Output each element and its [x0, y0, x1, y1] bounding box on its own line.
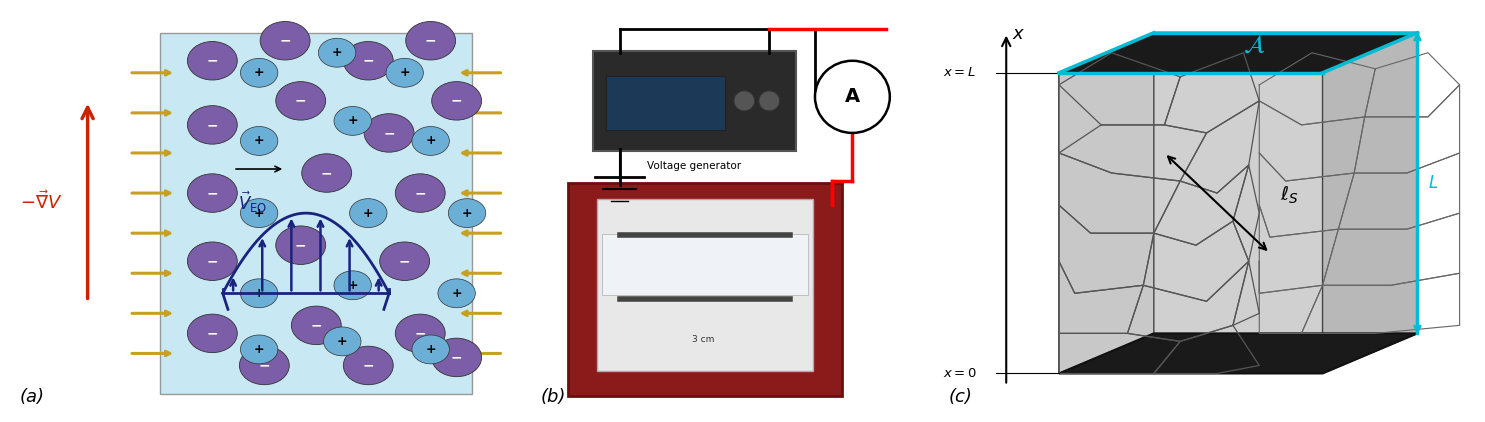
Text: +: +: [254, 287, 264, 300]
Circle shape: [395, 174, 446, 212]
FancyBboxPatch shape: [593, 51, 796, 151]
Circle shape: [734, 91, 754, 111]
Text: (c): (c): [949, 387, 973, 406]
Circle shape: [318, 38, 356, 67]
Circle shape: [334, 271, 371, 300]
Polygon shape: [1059, 333, 1418, 373]
Circle shape: [380, 242, 429, 281]
Circle shape: [291, 306, 342, 345]
Text: +: +: [254, 135, 264, 147]
Text: −: −: [206, 186, 218, 200]
Text: −: −: [206, 118, 218, 132]
Text: −: −: [296, 94, 306, 108]
Circle shape: [241, 127, 278, 155]
Text: −: −: [451, 94, 462, 108]
Text: −: −: [362, 358, 374, 373]
Text: −: −: [310, 318, 322, 333]
Circle shape: [241, 199, 278, 227]
Circle shape: [241, 58, 278, 87]
Circle shape: [276, 81, 325, 120]
Text: +: +: [347, 114, 358, 127]
Text: $-\vec{\nabla}V$: $-\vec{\nabla}V$: [21, 189, 62, 213]
Circle shape: [301, 154, 352, 192]
Circle shape: [241, 279, 278, 308]
Circle shape: [432, 338, 481, 377]
FancyBboxPatch shape: [606, 76, 725, 130]
Text: +: +: [425, 343, 437, 356]
FancyBboxPatch shape: [160, 32, 472, 393]
Text: −: −: [399, 254, 410, 268]
Circle shape: [364, 114, 414, 152]
Circle shape: [334, 106, 371, 135]
Text: −: −: [206, 326, 218, 341]
Circle shape: [187, 41, 238, 80]
Circle shape: [343, 346, 394, 385]
Circle shape: [239, 346, 290, 385]
Text: $\mathcal{A}$: $\mathcal{A}$: [1243, 33, 1265, 57]
Polygon shape: [1154, 33, 1418, 333]
Text: +: +: [331, 46, 343, 59]
Polygon shape: [1059, 73, 1323, 373]
Text: +: +: [451, 287, 462, 300]
Circle shape: [260, 22, 310, 60]
Text: −: −: [414, 326, 426, 341]
Text: +: +: [254, 343, 264, 356]
Text: −: −: [425, 34, 437, 48]
Polygon shape: [1059, 33, 1418, 73]
Polygon shape: [1059, 33, 1154, 373]
Circle shape: [187, 314, 238, 353]
Text: Voltage generator: Voltage generator: [647, 161, 741, 171]
Circle shape: [759, 91, 780, 111]
FancyBboxPatch shape: [597, 199, 812, 371]
Text: −: −: [296, 238, 306, 252]
Text: $x = L$: $x = L$: [943, 66, 976, 79]
Circle shape: [187, 242, 238, 281]
Circle shape: [324, 327, 361, 356]
Circle shape: [815, 61, 890, 133]
Circle shape: [448, 199, 486, 227]
Text: +: +: [254, 66, 264, 79]
Text: −: −: [383, 126, 395, 140]
Text: (b): (b): [541, 387, 566, 406]
Text: −: −: [206, 54, 218, 68]
Circle shape: [386, 58, 423, 87]
Circle shape: [276, 226, 325, 265]
Polygon shape: [1323, 33, 1418, 373]
Circle shape: [432, 81, 481, 120]
Circle shape: [411, 335, 450, 364]
Circle shape: [187, 106, 238, 144]
Circle shape: [343, 41, 394, 80]
Text: $x$: $x$: [1011, 24, 1025, 43]
Text: +: +: [399, 66, 410, 79]
Text: +: +: [425, 135, 437, 147]
Text: +: +: [254, 207, 264, 219]
Text: −: −: [362, 54, 374, 68]
Text: −: −: [451, 350, 462, 365]
Text: +: +: [362, 207, 374, 219]
Text: (a): (a): [21, 387, 45, 406]
Text: $L$: $L$: [1429, 174, 1439, 192]
Text: $\vec{V}_{\mathrm{EO}}$: $\vec{V}_{\mathrm{EO}}$: [238, 189, 267, 214]
Circle shape: [405, 22, 456, 60]
Text: 3 cm: 3 cm: [692, 335, 714, 344]
Circle shape: [411, 127, 450, 155]
Text: +: +: [337, 335, 347, 348]
Circle shape: [438, 279, 475, 308]
Text: −: −: [206, 254, 218, 268]
Text: +: +: [347, 279, 358, 292]
FancyBboxPatch shape: [601, 233, 808, 295]
Text: +: +: [462, 207, 472, 219]
Circle shape: [241, 335, 278, 364]
Text: −: −: [414, 186, 426, 200]
Text: A: A: [845, 87, 860, 106]
Circle shape: [187, 174, 238, 212]
Text: −: −: [279, 34, 291, 48]
Text: $x = 0$: $x = 0$: [943, 367, 977, 380]
Text: −: −: [321, 166, 333, 180]
FancyBboxPatch shape: [567, 183, 842, 395]
Circle shape: [395, 314, 446, 353]
Circle shape: [349, 199, 388, 227]
Text: $\ell_S$: $\ell_S$: [1280, 184, 1299, 206]
Text: −: −: [258, 358, 270, 373]
